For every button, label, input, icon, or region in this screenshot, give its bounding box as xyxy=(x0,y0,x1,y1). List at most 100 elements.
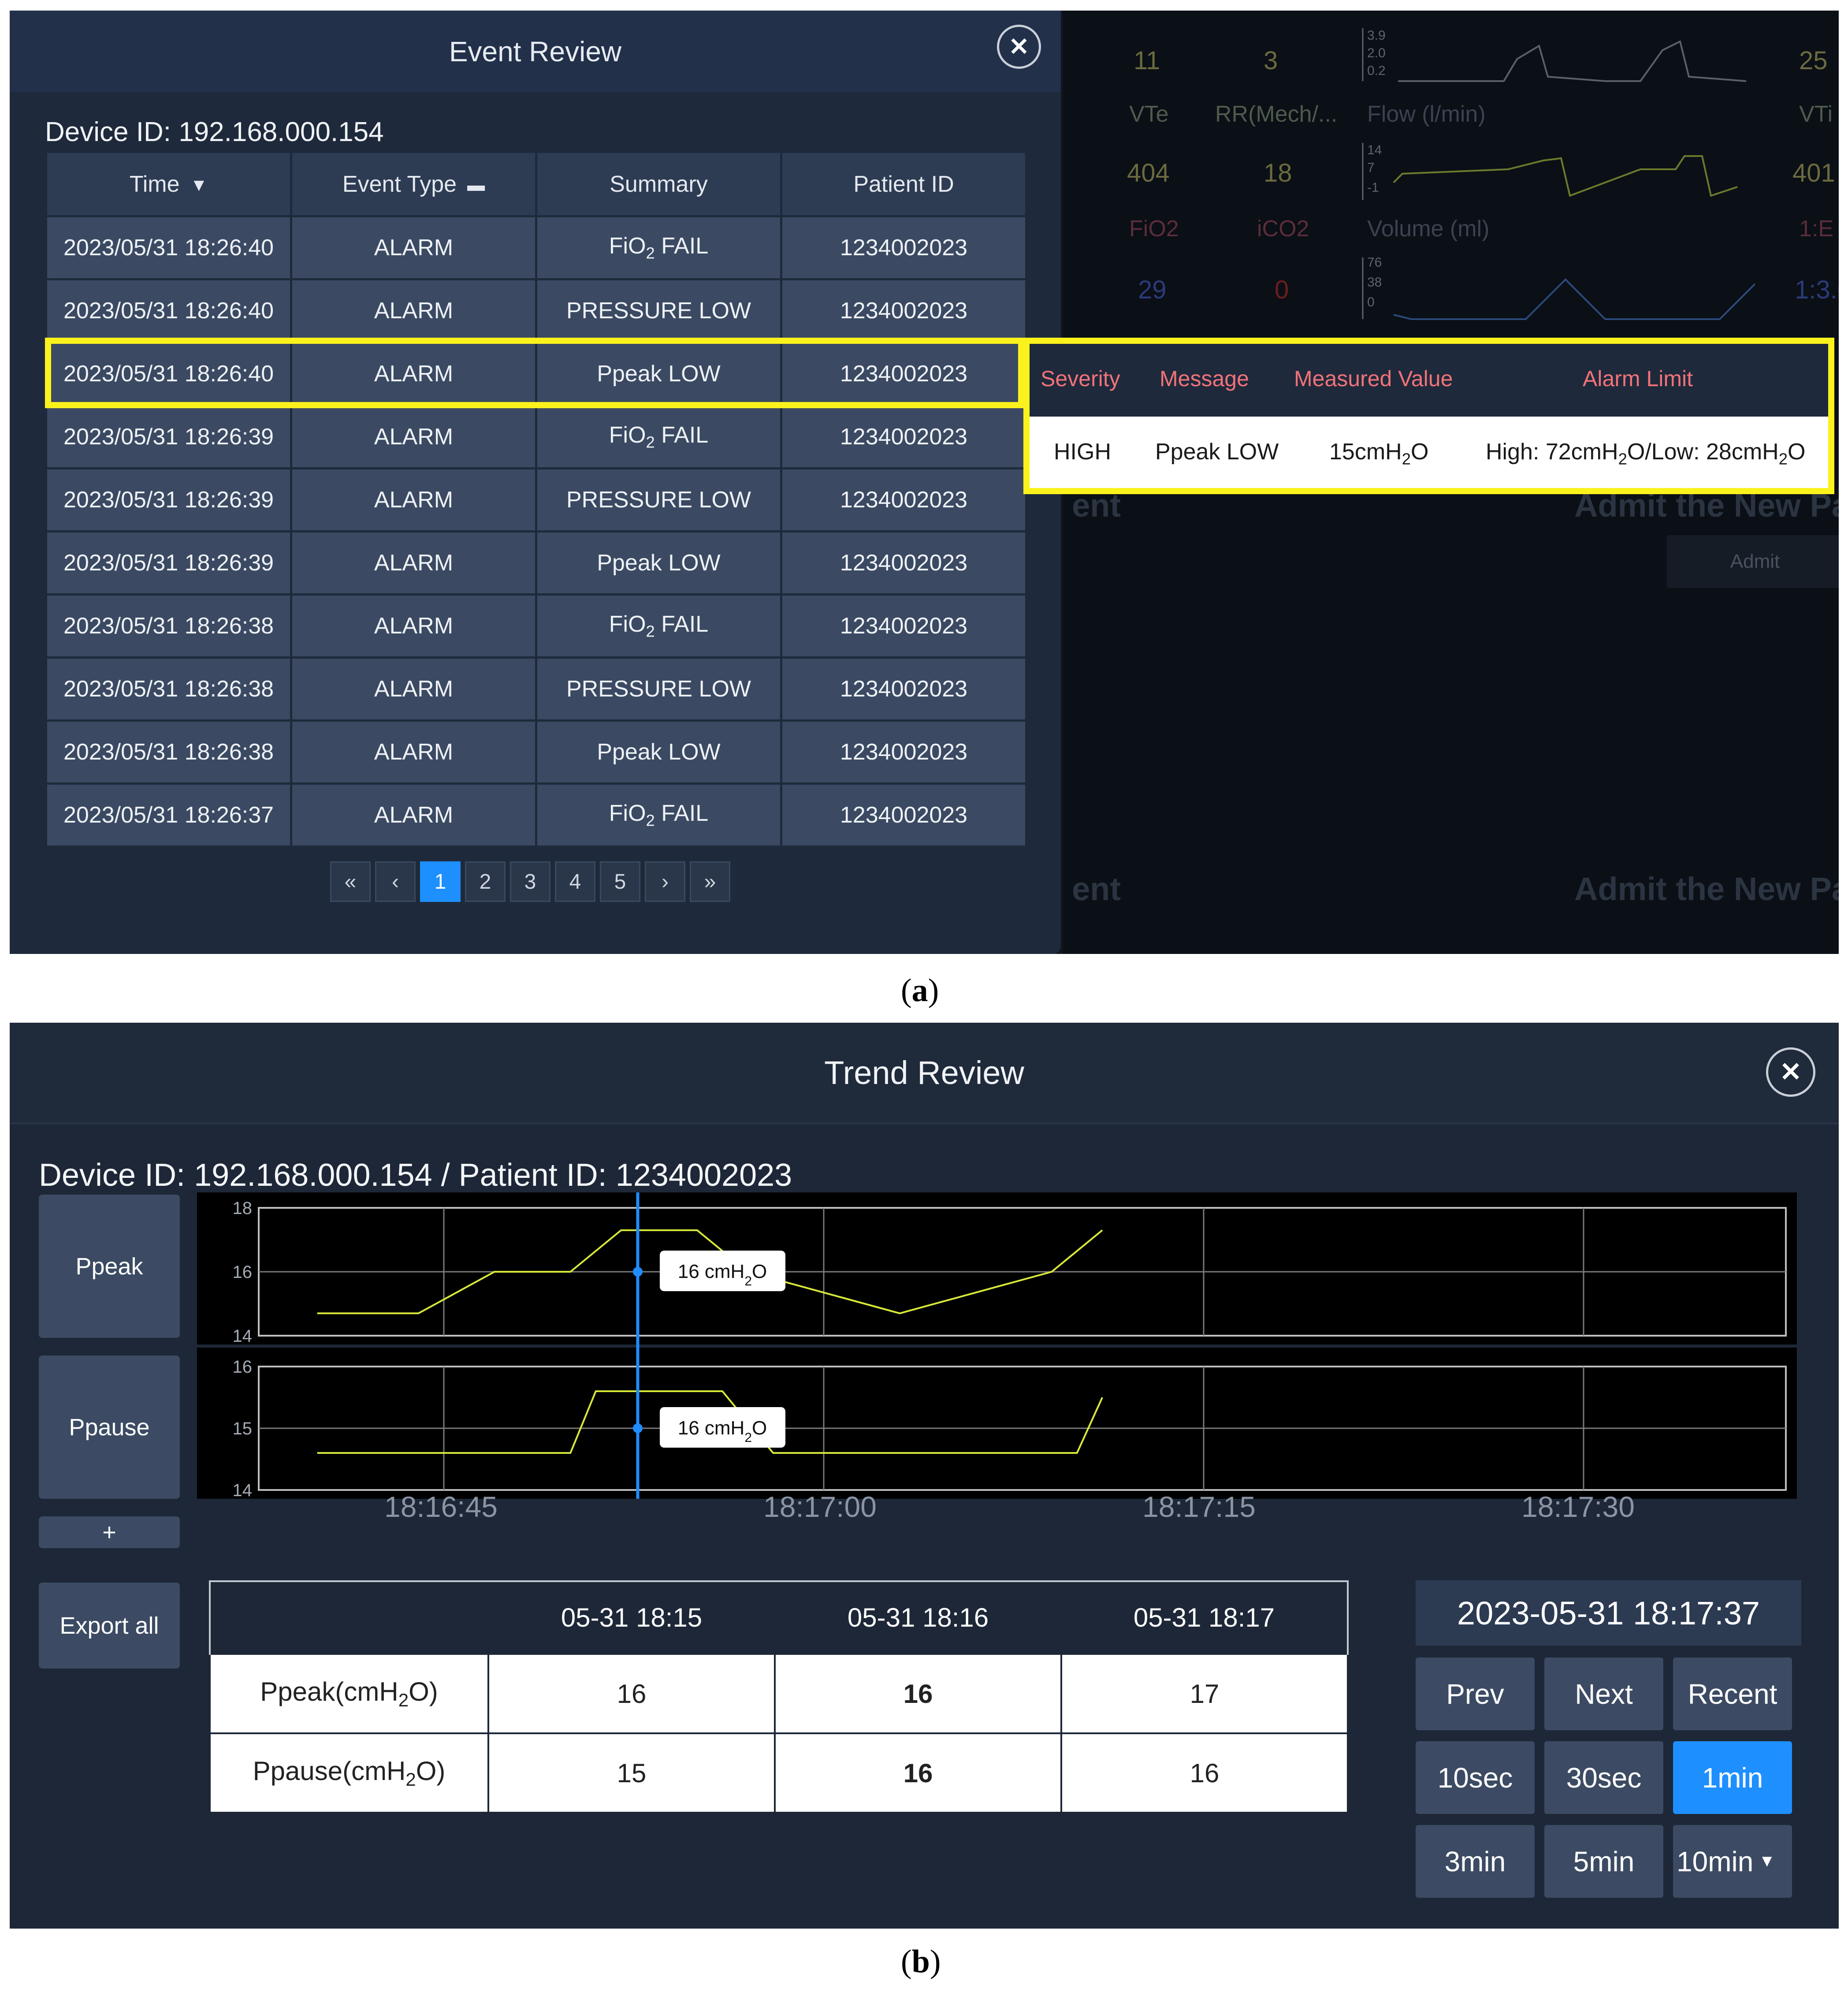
close-icon: ✕ xyxy=(1008,33,1030,60)
ppeak-button[interactable]: Ppeak xyxy=(39,1195,180,1338)
cell-time: 2023/05/31 18:26:40 xyxy=(45,215,292,280)
detail-header-limit: Alarm Limit xyxy=(1583,366,1693,391)
range-30sec-button[interactable]: 30sec xyxy=(1544,1741,1663,1814)
column-header: 05-31 18:15 xyxy=(488,1580,775,1654)
add-parameter-button[interactable]: + xyxy=(39,1516,180,1548)
range-5min-button[interactable]: 5min xyxy=(1544,1825,1663,1898)
y-tick-label: 14 xyxy=(233,1326,253,1346)
cell-event-type: ALARM xyxy=(290,530,537,596)
ppause-plot: 16 15 14 xyxy=(233,1357,1787,1499)
table-row[interactable]: 2023/05/31 18:26:37 ALARM FiO2 FAIL 1234002… xyxy=(45,782,1027,848)
bg-value: 18 xyxy=(1264,159,1292,187)
cell-event-type: ALARM xyxy=(290,719,537,785)
cursor-tooltip xyxy=(660,1407,785,1448)
time-axis-label: 18:17:00 xyxy=(763,1490,877,1523)
export-all-button[interactable]: Export all xyxy=(39,1583,180,1669)
time-axis-label: 18:17:15 xyxy=(1142,1490,1256,1523)
detail-measured: 15cmH2O xyxy=(1329,439,1429,468)
table-cell: 16 xyxy=(774,1653,1062,1734)
bg-scale: -1 xyxy=(1367,180,1379,195)
next-button[interactable]: Next xyxy=(1544,1657,1663,1730)
column-header-time[interactable]: Time ▼ xyxy=(45,151,292,217)
detail-header-measured: Measured Value xyxy=(1294,366,1453,391)
table-cell: 16 xyxy=(774,1732,1062,1814)
ppause-series-line xyxy=(317,1390,1103,1454)
cell-summary: FiO2 FAIL xyxy=(535,404,782,469)
table-row[interactable]: 2023/05/31 18:26:40 ALARM Ppeak LOW 1234002… xyxy=(45,341,1027,406)
table-cell: 15 xyxy=(487,1732,776,1814)
table-row[interactable]: 2023/05/31 18:26:38 ALARM Ppeak LOW 1234002… xyxy=(45,719,1027,785)
cursor-tooltip xyxy=(660,1251,785,1291)
ppause-button[interactable]: Ppause xyxy=(39,1356,180,1499)
device-patient-label: Device ID: 192.168.000.154 / Patient ID:… xyxy=(39,1158,792,1193)
first-page-icon[interactable]: « xyxy=(330,861,371,902)
recent-button[interactable]: Recent xyxy=(1673,1657,1792,1730)
cell-patient-id: 1234002023 xyxy=(780,404,1027,469)
admit-button[interactable]: Admit xyxy=(1667,535,1839,588)
cell-time: 2023/05/31 18:26:37 xyxy=(45,782,292,848)
table-row[interactable]: 2023/05/31 18:26:38 ALARM PRESSURE LOW 1234… xyxy=(45,656,1027,722)
bg-scale: 14 xyxy=(1367,143,1382,157)
cell-event-type: ALARM xyxy=(290,404,537,469)
table-row[interactable]: 2023/05/31 18:26:40 ALARM FiO2 FAIL 1234002… xyxy=(45,215,1027,280)
column-label: Event Type xyxy=(342,171,457,197)
sort-none-icon[interactable]: ▬ xyxy=(467,175,485,195)
column-header-event-type[interactable]: Event Type ▬ xyxy=(290,151,537,217)
close-button[interactable]: ✕ xyxy=(997,25,1041,69)
table-row: Ppeak(cmH2O) 16 16 17 xyxy=(209,1653,1349,1734)
range-10min-dropdown[interactable]: 10min ▼ xyxy=(1673,1825,1792,1898)
bg-value: 1:3.0 xyxy=(1795,276,1839,304)
cell-summary: Ppeak LOW xyxy=(535,341,782,406)
table-row[interactable]: 2023/05/31 18:26:38 ALARM FiO2 FAIL 1234002… xyxy=(45,593,1027,659)
caption-letter: a xyxy=(911,972,928,1009)
range-1min-button[interactable]: 1min xyxy=(1673,1741,1792,1814)
bg-ghost-text: Admit the New Pa xyxy=(1574,871,1839,907)
trend-review-screen: Trend Review ✕ Device ID: 192.168.000.15… xyxy=(10,1023,1839,1929)
range-3min-button[interactable]: 3min xyxy=(1416,1825,1535,1898)
table-row[interactable]: 2023/05/31 18:26:39 ALARM PRESSURE LOW 1234… xyxy=(45,467,1027,533)
cell-event-type: ALARM xyxy=(290,467,537,533)
page-number-button[interactable]: 2 xyxy=(465,861,506,902)
page-number-button[interactable]: 3 xyxy=(510,861,550,902)
bg-label-rr: RR(Mech/... xyxy=(1215,101,1338,127)
close-button[interactable]: ✕ xyxy=(1766,1047,1815,1097)
cell-time: 2023/05/31 18:26:38 xyxy=(45,719,292,785)
page-number-button[interactable]: 4 xyxy=(555,861,595,902)
cell-patient-id: 1234002023 xyxy=(780,467,1027,533)
cell-patient-id: 1234002023 xyxy=(780,656,1027,722)
prev-page-icon[interactable]: ‹ xyxy=(375,861,416,902)
last-page-icon[interactable]: » xyxy=(690,861,730,902)
cell-patient-id: 1234002023 xyxy=(780,593,1027,659)
cell-summary: FiO2 FAIL xyxy=(535,593,782,659)
cell-time: 2023/05/31 18:26:40 xyxy=(45,341,292,406)
y-tick-label: 15 xyxy=(233,1419,253,1438)
alarm-detail-popup: Severity Message Measured Value Alarm Li… xyxy=(1023,338,1834,494)
cell-summary: Ppeak LOW xyxy=(535,719,782,785)
detail-severity: HIGH xyxy=(1054,439,1111,465)
caret-down-icon: ▼ xyxy=(1759,1852,1775,1870)
bg-label-ie: 1:E xyxy=(1799,216,1834,242)
table-row[interactable]: 2023/05/31 18:26:39 ALARM FiO2 FAIL 1234002… xyxy=(45,404,1027,469)
page-number-button[interactable]: 5 xyxy=(600,861,640,902)
sort-desc-icon[interactable]: ▼ xyxy=(190,175,208,195)
y-tick-label: 16 xyxy=(233,1263,253,1282)
event-review-dialog: Event Review ✕ Device ID: 192.168.000.15… xyxy=(10,11,1061,954)
table-cell: 16 xyxy=(487,1653,776,1734)
highlight-box xyxy=(45,338,1024,408)
cell-patient-id: 1234002023 xyxy=(780,782,1027,848)
next-page-icon[interactable]: › xyxy=(645,861,685,902)
table-header-row: Time ▼ Event Type ▬ Summary Patient ID xyxy=(45,151,1027,217)
bg-label-flow: Flow (l/min) xyxy=(1367,101,1486,127)
column-header-summary: Summary xyxy=(535,151,782,217)
caption-a: (a) xyxy=(901,972,939,1009)
prev-button[interactable]: Prev xyxy=(1416,1657,1535,1730)
table-row[interactable]: 2023/05/31 18:26:40 ALARM PRESSURE LOW 1234… xyxy=(45,278,1027,343)
time-axis-label: 18:17:30 xyxy=(1521,1490,1635,1523)
range-10sec-button[interactable]: 10sec xyxy=(1416,1741,1535,1814)
column-label: Patient ID xyxy=(853,171,954,197)
page-number-button[interactable]: 1 xyxy=(420,861,461,902)
cell-event-type: ALARM xyxy=(290,593,537,659)
table-row[interactable]: 2023/05/31 18:26:39 ALARM Ppeak LOW 1234002… xyxy=(45,530,1027,596)
